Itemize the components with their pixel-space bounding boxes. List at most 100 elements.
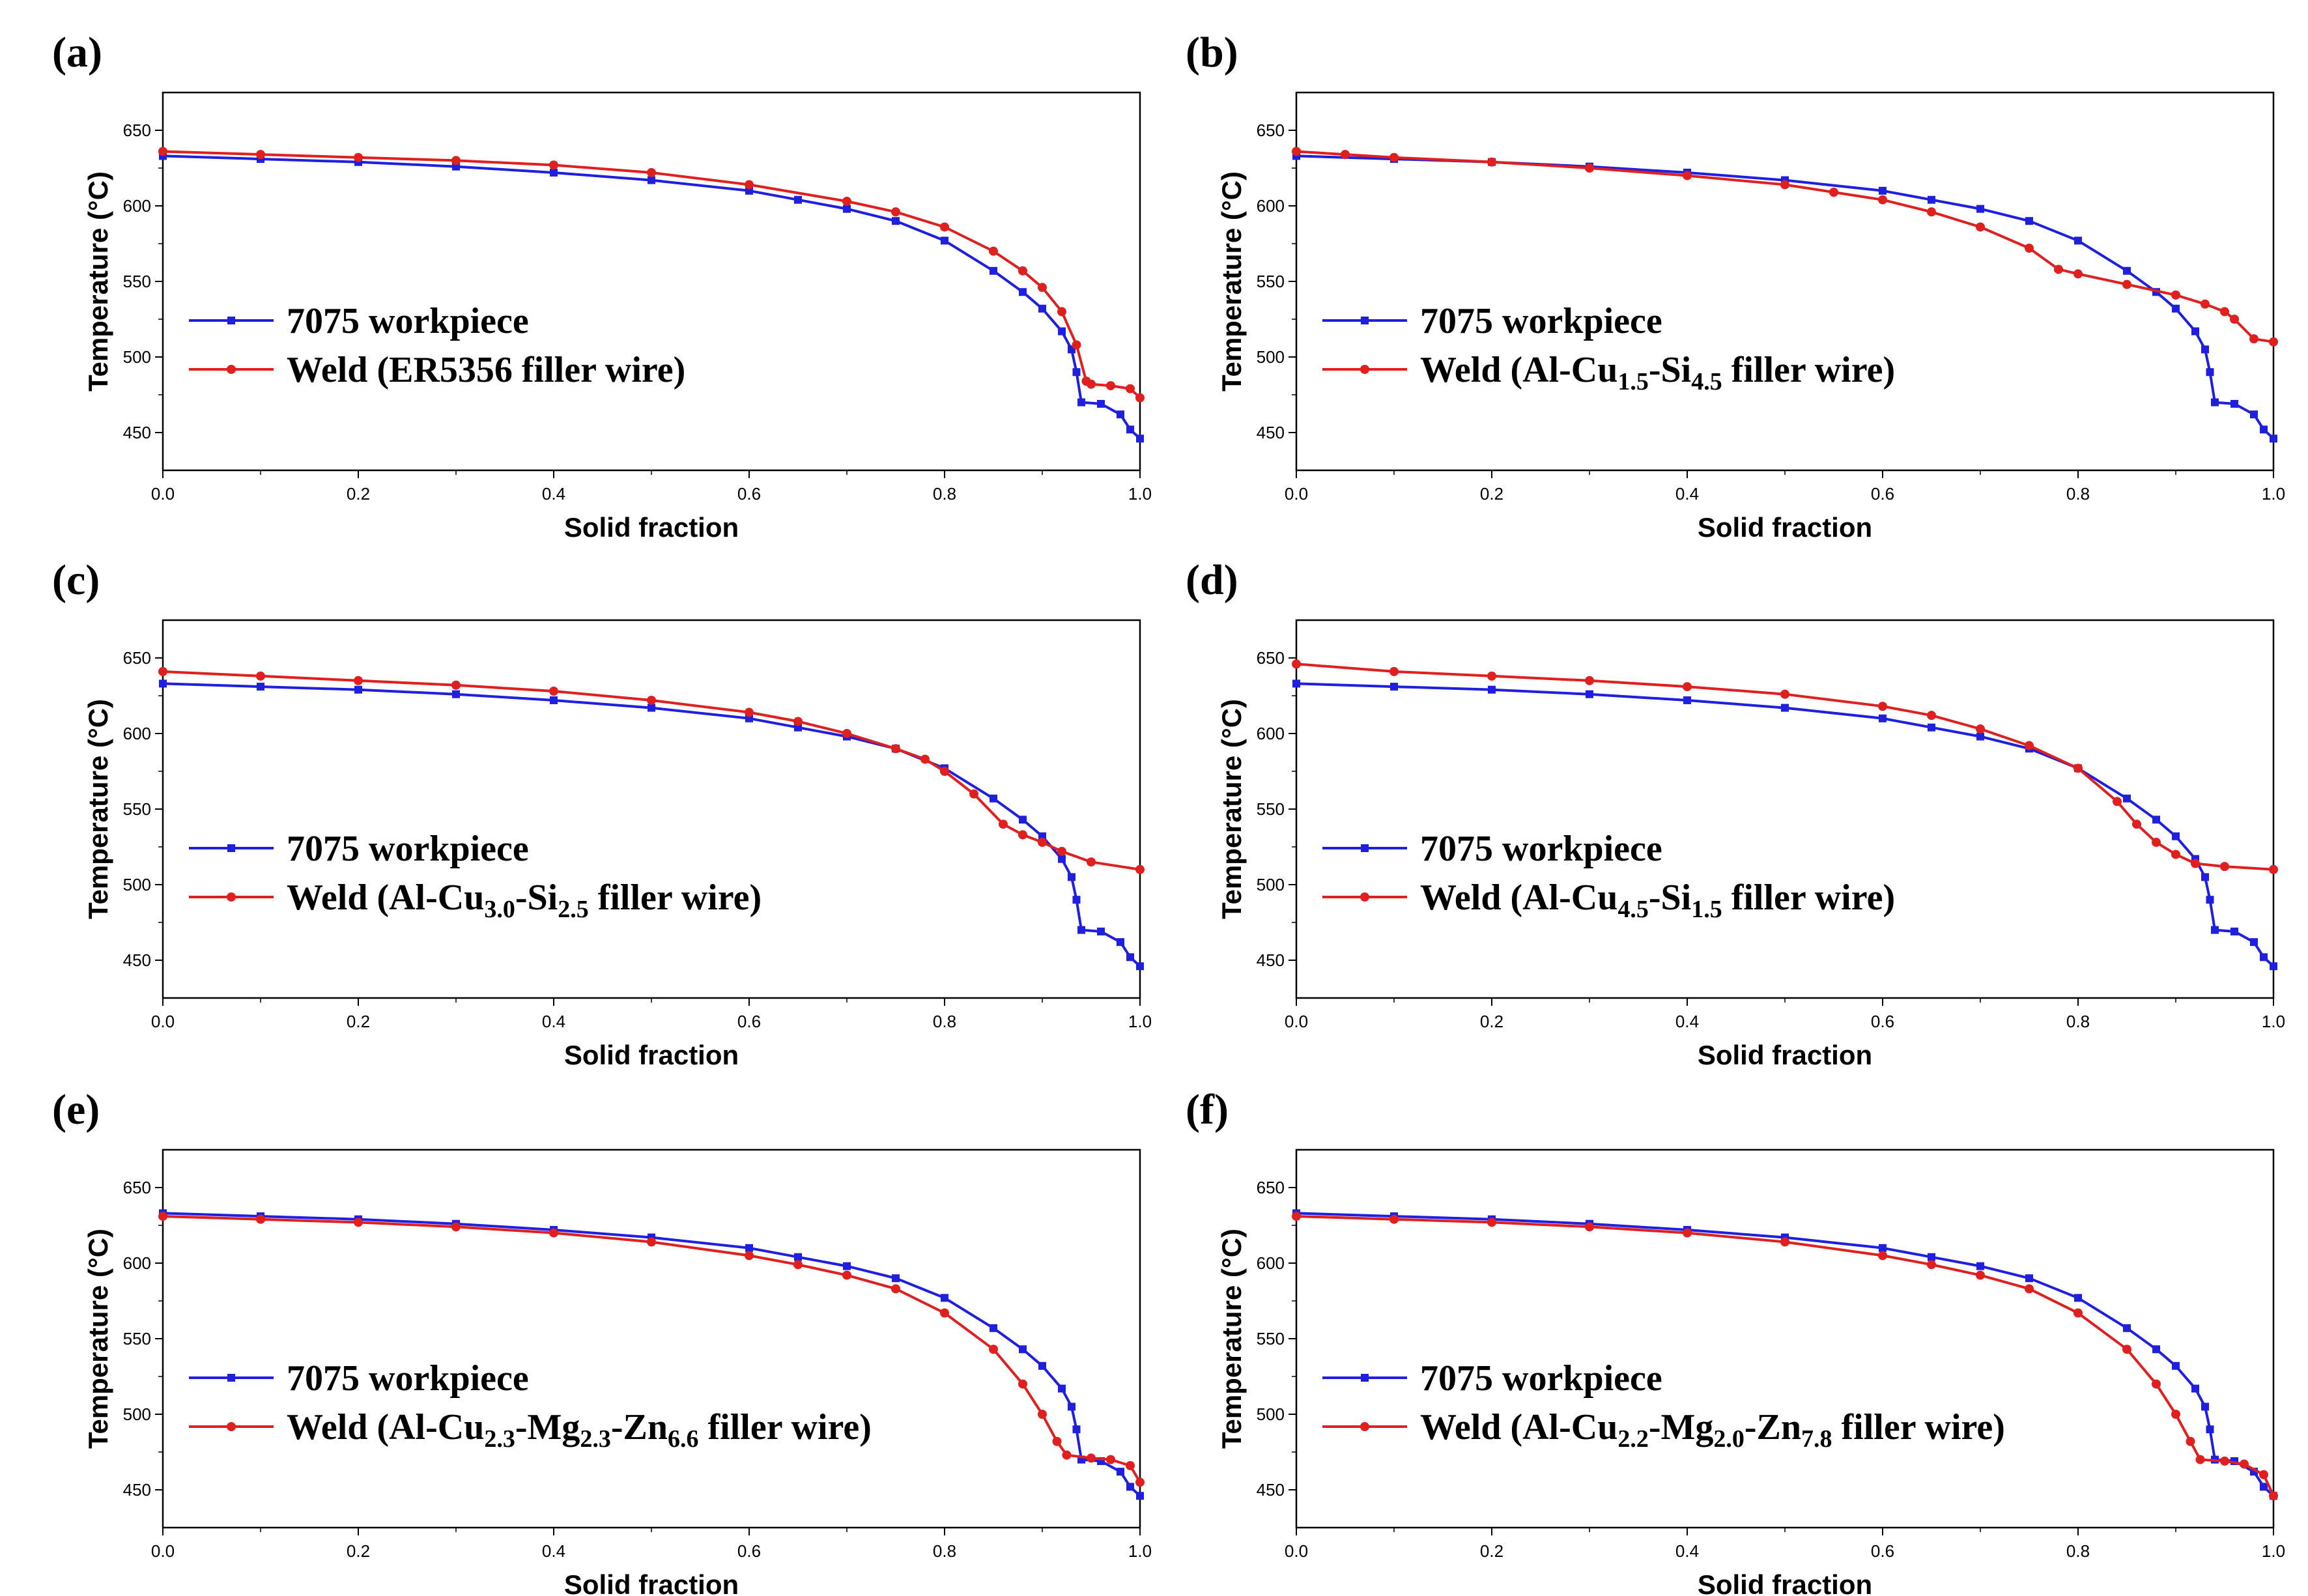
y-tick-label: 600: [123, 724, 151, 743]
data-point-weld: [451, 156, 461, 165]
data-point-weld: [1927, 711, 1936, 720]
y-tick-label: 650: [1257, 121, 1285, 140]
data-point-workpiece: [1879, 714, 1887, 722]
data-point-workpiece: [2211, 926, 2219, 934]
data-point-workpiece: [452, 690, 460, 698]
data-point-workpiece: [2270, 962, 2277, 971]
data-point-weld: [940, 222, 949, 232]
y-tick-label: 550: [123, 272, 151, 291]
y-tick-label: 550: [1257, 272, 1285, 291]
data-point-workpiece: [1928, 723, 1935, 732]
data-point-workpiece: [892, 217, 900, 225]
data-point-weld: [158, 666, 167, 676]
data-point-workpiece: [1097, 927, 1105, 935]
data-point-weld: [2269, 1491, 2278, 1501]
data-point-weld: [1976, 724, 1985, 734]
y-axis-title: Temperature (°C): [1216, 699, 1247, 919]
series-line-workpiece: [162, 1212, 1141, 1497]
y-tick-label: 450: [123, 1480, 151, 1500]
x-axis-title: Solid fraction: [1698, 1569, 1872, 1596]
data-point-weld: [1126, 1461, 1135, 1470]
y-axis-title: Temperature (°C): [1216, 171, 1247, 392]
data-point-workpiece: [2270, 435, 2277, 443]
data-point-workpiece: [1976, 1262, 1984, 1270]
x-tick-label: 1.0: [2262, 1541, 2285, 1561]
data-point-workpiece: [1292, 679, 1300, 688]
chart-panel-e: (e) 0.0 0.2 0.4 0.6 0.8 1.0 450 500 550 600 650 Soli…: [52, 1086, 1152, 1596]
y-tick-label: 550: [1257, 1329, 1285, 1348]
data-point-weld: [1038, 838, 1047, 848]
y-tick-label: 650: [1257, 1178, 1285, 1197]
data-point-weld: [2113, 797, 2122, 806]
data-point-workpiece: [159, 679, 167, 688]
data-point-workpiece: [354, 685, 362, 694]
data-point-workpiece: [1136, 435, 1144, 443]
data-point-workpiece: [1976, 732, 1984, 741]
data-point-weld: [2025, 1284, 2034, 1294]
data-point-workpiece: [2025, 1274, 2033, 1283]
data-point-weld: [1341, 150, 1350, 160]
data-point-weld: [256, 1214, 265, 1224]
data-point-weld: [745, 707, 754, 717]
x-tick-label: 0.8: [2066, 484, 2090, 504]
x-tick-label: 0.8: [933, 1541, 956, 1561]
x-axis-title: Solid fraction: [564, 1569, 739, 1596]
legend-swatch-marker: [1360, 365, 1369, 374]
series-line-workpiece: [162, 682, 1141, 967]
legend-swatch-marker: [1361, 317, 1369, 324]
y-tick-label: 650: [123, 1178, 151, 1197]
data-point-workpiece: [2230, 399, 2238, 408]
legend-swatch-marker: [1361, 1374, 1369, 1382]
x-tick-label: 0.8: [2066, 1541, 2090, 1561]
panel-label: (d): [1186, 556, 1238, 604]
y-tick-label: 600: [123, 196, 151, 216]
data-point-weld: [1126, 384, 1135, 393]
data-point-workpiece: [2074, 1294, 2082, 1302]
x-tick-label: 0.2: [347, 484, 370, 504]
data-point-workpiece: [1976, 205, 1984, 213]
legend-label-weld: Weld (Al-Cu3.0-Si2.5 filler wire): [287, 877, 762, 923]
x-tick-label: 0.6: [737, 1541, 761, 1561]
data-point-workpiece: [1058, 327, 1066, 335]
x-tick-label: 1.0: [2262, 1012, 2285, 1031]
data-point-workpiece: [990, 266, 997, 275]
data-point-workpiece: [1058, 855, 1066, 863]
data-point-weld: [1135, 393, 1145, 403]
data-point-workpiece: [257, 683, 264, 691]
data-point-workpiece: [1038, 304, 1046, 313]
data-point-weld: [1683, 171, 1692, 180]
x-tick-label: 0.6: [1871, 1541, 1894, 1561]
x-tick-label: 0.0: [1285, 1541, 1308, 1561]
data-point-workpiece: [2074, 236, 2082, 245]
data-point-weld: [1878, 702, 1887, 711]
data-point-workpiece: [990, 1324, 997, 1332]
data-point-workpiece: [794, 195, 802, 204]
data-point-weld: [745, 1251, 754, 1261]
data-point-workpiece: [2201, 873, 2209, 881]
data-point-workpiece: [1058, 1384, 1066, 1393]
data-point-weld: [1292, 1212, 1301, 1221]
x-axis-title: Solid fraction: [1698, 512, 1872, 543]
data-point-weld: [1057, 307, 1066, 317]
y-tick-label: 650: [1257, 648, 1285, 668]
data-point-weld: [2073, 269, 2083, 279]
x-tick-label: 0.8: [2066, 1012, 2090, 1031]
x-tick-label: 0.6: [1871, 484, 1894, 504]
data-point-weld: [549, 1228, 558, 1238]
data-point-weld: [745, 180, 754, 190]
legend-label-workpiece: 7075 workpiece: [287, 301, 529, 341]
data-point-weld: [1072, 340, 1081, 350]
y-axis-title: Temperature (°C): [83, 171, 113, 392]
data-point-workpiece: [1928, 195, 1935, 204]
data-point-weld: [451, 1222, 461, 1232]
legend-swatch-marker: [227, 317, 235, 324]
y-tick-label: 450: [123, 423, 151, 442]
data-point-workpiece: [990, 794, 997, 803]
data-point-workpiece: [648, 176, 655, 184]
data-point-weld: [891, 744, 900, 754]
data-point-weld: [891, 1284, 900, 1294]
plot-frame: [1295, 619, 2275, 999]
panel-label: (c): [52, 556, 100, 604]
data-point-weld: [1976, 222, 1985, 232]
